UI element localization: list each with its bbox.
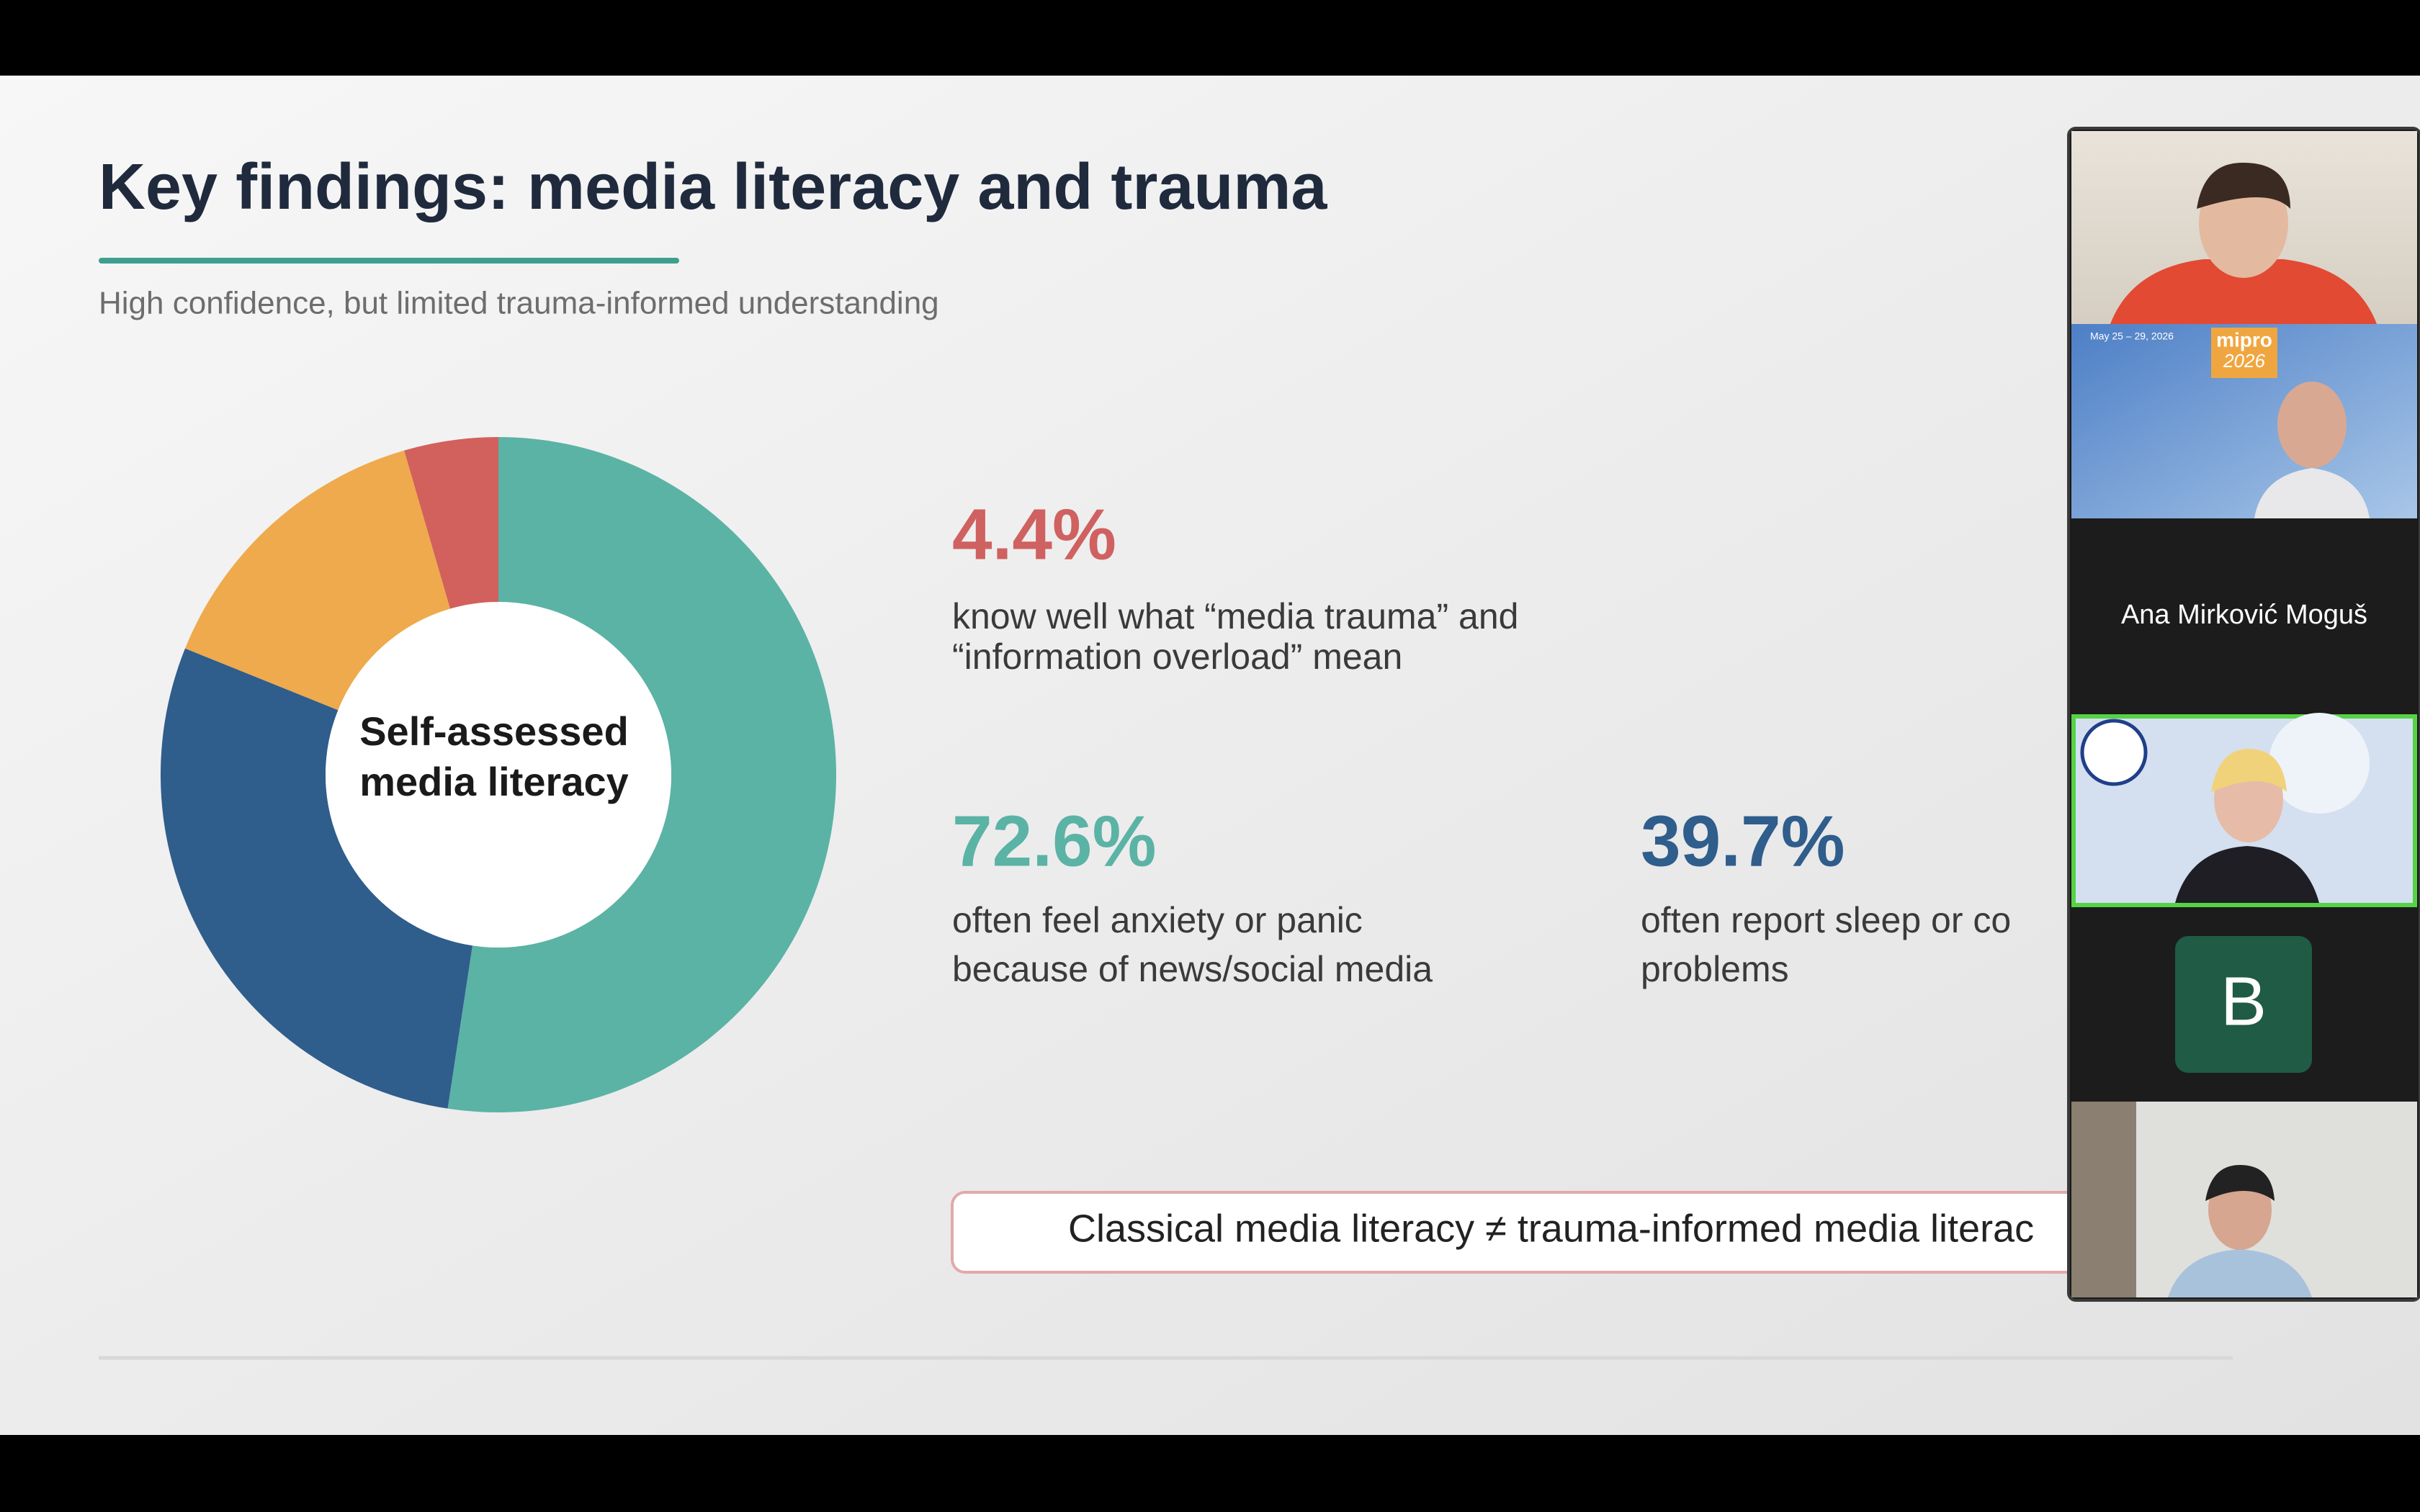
video-tile [2071,713,2417,907]
donut-center-label: media literacy [359,759,629,804]
donut-center-label: Self-assessed [359,708,629,754]
stat-label: problems [1641,949,1789,989]
video-tile [2071,131,2417,324]
person-hair [2211,749,2287,792]
avatar-tile: B [2071,907,2417,1102]
person-body [2254,468,2370,518]
participant-name: Ana Mirković Moguš [2121,600,2367,630]
university-logo [2080,719,2148,786]
conference-badge [2211,328,2277,378]
slide-subtitle: High confidence, but limited trauma-info… [99,286,939,321]
person-hair [2197,162,2290,209]
stat-label: know well what “media trauma” and [952,596,1518,636]
stat-label: often report sleep or co [1641,900,2011,940]
conference-dates: May 25 – 29, 2026 [2090,330,2174,342]
person-head [2277,382,2347,468]
person-body [2175,846,2319,903]
stat-label: because of news/social media [952,949,1433,989]
slide: Key findings: media literacy and trauma … [0,76,2420,1435]
stat-value: 4.4% [952,494,1116,575]
avatar [2175,936,2312,1073]
person-body [2168,1249,2312,1297]
stat-value: 72.6% [952,801,1157,881]
callout-text: Classical media literacy ≠ trauma-inform… [1068,1207,2034,1250]
donut-segment [161,648,472,1109]
title-underline [99,258,679,264]
video-tile: May 25 – 29, 2026 mipro 2026 [2071,324,2417,518]
stat-value: 39.7% [1641,801,1845,881]
conference-brand: mipro [2216,328,2272,351]
avatar-initial: B [2220,963,2267,1040]
background-shape [2269,713,2370,814]
donut-segment [185,450,451,711]
donut-hole [326,602,671,948]
person-body [2110,259,2377,324]
donut-segment [404,437,498,609]
participant-panel: May 25 – 29, 2026 mipro 2026 Ana Mirkovi… [2067,127,2420,1302]
donut-segment [447,437,837,1112]
background-shape [2071,1102,2136,1297]
person-hair [2205,1165,2275,1201]
slide-title: Key findings: media literacy and trauma [99,151,1327,223]
video-tile [2071,1102,2417,1297]
conference-year: 2026 [2223,350,2265,372]
tile-background [2071,518,2417,713]
stat-label: often feel anxiety or panic [952,900,1363,940]
stat-label: “information overload” mean [952,636,1402,677]
name-tile: Ana Mirković Moguš [2071,518,2417,713]
